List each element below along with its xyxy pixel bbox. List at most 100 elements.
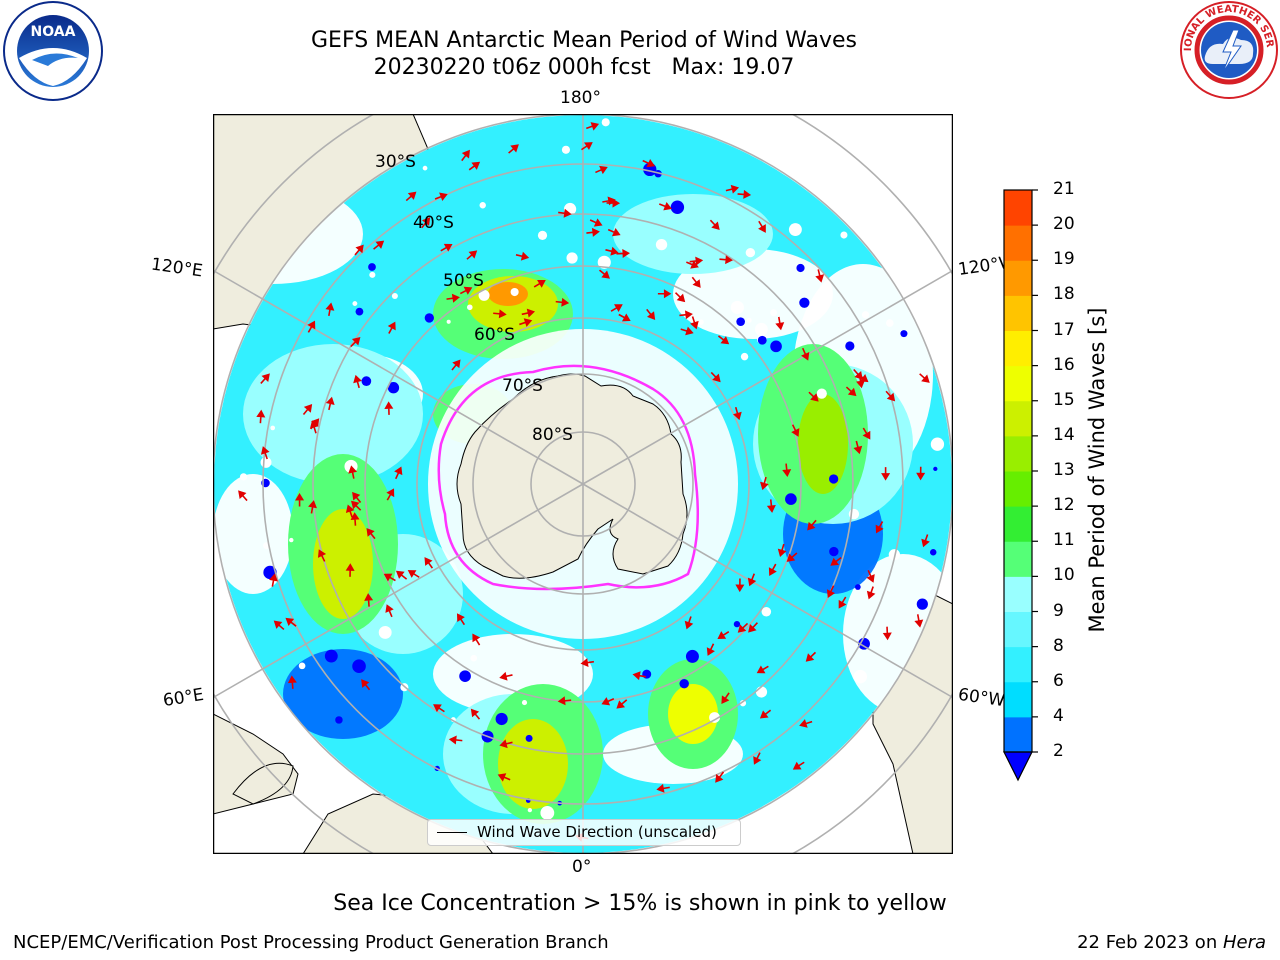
wind-wave-arrow <box>756 665 769 674</box>
footer-date-text: 22 Feb 2023 on <box>1077 932 1223 953</box>
field-speckle <box>828 474 839 484</box>
wind-wave-arrow <box>684 616 694 630</box>
wind-wave-arrow <box>519 318 533 327</box>
field-speckle <box>816 388 827 399</box>
wind-wave-arrow <box>493 309 507 319</box>
field-speckle <box>466 304 473 311</box>
wind-wave-arrow <box>725 184 740 194</box>
field-speckle <box>540 805 555 820</box>
field-speckle <box>361 376 372 386</box>
wind-wave-arrow <box>373 240 385 250</box>
legend-line-icon <box>437 832 467 833</box>
wind-wave-arrow <box>385 604 394 618</box>
lon-label-120e: 120°E <box>149 254 204 282</box>
field-speckle <box>387 382 400 394</box>
colorbar-tick-label: 15 <box>1053 389 1075 410</box>
wind-wave-arrow <box>709 219 720 231</box>
field-speckle <box>740 352 749 361</box>
field-speckle <box>424 313 434 323</box>
footer-date: 22 Feb 2023 on Hera <box>1077 932 1266 953</box>
colorbar-tick-label: 18 <box>1053 284 1075 305</box>
wind-wave-arrow <box>642 159 656 168</box>
field-speckle <box>679 678 689 689</box>
wind-wave-arrow <box>845 386 857 397</box>
wind-wave-arrow <box>815 269 825 283</box>
colorbar-segment <box>1004 330 1032 367</box>
wind-wave-arrow <box>589 218 603 227</box>
wind-wave-arrow <box>269 573 278 587</box>
field-speckle <box>391 292 398 300</box>
wind-wave-arrow <box>760 476 769 491</box>
wind-wave-arrow <box>914 614 924 628</box>
noaa-logo: NOAA <box>3 1 103 101</box>
wind-wave-arrow <box>555 297 570 307</box>
colorbar-tick-label: 19 <box>1053 249 1075 270</box>
colorbar-segment <box>1004 681 1032 718</box>
wind-wave-arrow <box>273 620 285 631</box>
wind-wave-arrow <box>768 563 777 576</box>
field-speckle <box>739 700 747 707</box>
field-speckle <box>289 537 294 543</box>
wind-wave-arrow <box>838 596 847 609</box>
wind-wave-arrow <box>353 374 362 389</box>
field-speckle <box>854 584 861 590</box>
lon-label-0: 0° <box>572 857 592 877</box>
wind-wave-arrow <box>407 570 420 578</box>
wind-wave-arrow <box>345 563 355 577</box>
footer-branch: NCEP/EMC/Verification Post Processing Pr… <box>13 932 609 953</box>
wind-wave-arrow <box>862 427 871 440</box>
wind-wave-arrow <box>786 552 798 562</box>
wind-wave-arrow <box>350 336 361 348</box>
field-speckle <box>929 549 937 556</box>
wind-wave-arrow <box>782 463 792 478</box>
colorbar-segment <box>1004 506 1032 542</box>
colorbar-segment <box>1004 576 1032 612</box>
wind-wave-arrow <box>598 269 610 279</box>
field-speckle <box>355 307 364 316</box>
wind-wave-arrow <box>260 446 270 460</box>
wind-wave-arrow <box>515 251 530 261</box>
field-speckle <box>510 287 519 297</box>
wind-wave-arrow <box>260 373 270 384</box>
wind-wave-arrow <box>386 488 395 501</box>
colorbar-segment <box>1004 471 1032 507</box>
wind-wave-arrow <box>586 227 600 237</box>
wind-wave-arrow <box>646 308 656 320</box>
field-speckle <box>479 202 486 209</box>
wind-wave-arrow <box>461 149 470 162</box>
map <box>213 114 953 854</box>
wind-wave-arrow <box>285 617 297 627</box>
wind-wave-arrow <box>601 697 615 706</box>
wind-wave-arrow <box>805 651 817 662</box>
wind-wave-arrow <box>866 569 875 583</box>
field-speckle <box>239 473 248 481</box>
wind-wave-arrow <box>766 499 776 513</box>
field-speckle <box>733 620 741 628</box>
wind-wave-arrow <box>307 320 316 333</box>
field-speckle <box>770 340 782 353</box>
wind-wave-arrow <box>586 122 600 131</box>
field-speckle <box>470 654 478 662</box>
field-speckle <box>270 425 276 431</box>
colorbar-tick-label: 8 <box>1053 635 1064 656</box>
field-speckle <box>785 493 797 505</box>
legend: Wind Wave Direction (unscaled) <box>427 819 741 846</box>
wind-wave-arrow <box>657 289 672 299</box>
field-speckle <box>761 606 772 617</box>
field-speckle <box>788 223 802 237</box>
field-speckle <box>478 289 490 301</box>
colorbar-tick-label: 9 <box>1053 600 1064 621</box>
wind-wave-arrow <box>351 500 362 511</box>
wind-wave-arrow <box>679 310 693 320</box>
field-speckle <box>698 319 704 325</box>
wind-wave-arrow <box>499 671 513 681</box>
colorbar-tick-label: 4 <box>1053 705 1064 726</box>
wind-wave-arrow <box>352 491 362 503</box>
field-patch <box>283 649 403 739</box>
wind-wave-arrow <box>691 276 701 288</box>
field-speckle <box>368 263 376 271</box>
wind-wave-arrow <box>706 643 715 656</box>
wind-wave-arrow <box>792 761 805 770</box>
field-speckle <box>829 546 839 557</box>
field-speckle <box>845 341 855 351</box>
